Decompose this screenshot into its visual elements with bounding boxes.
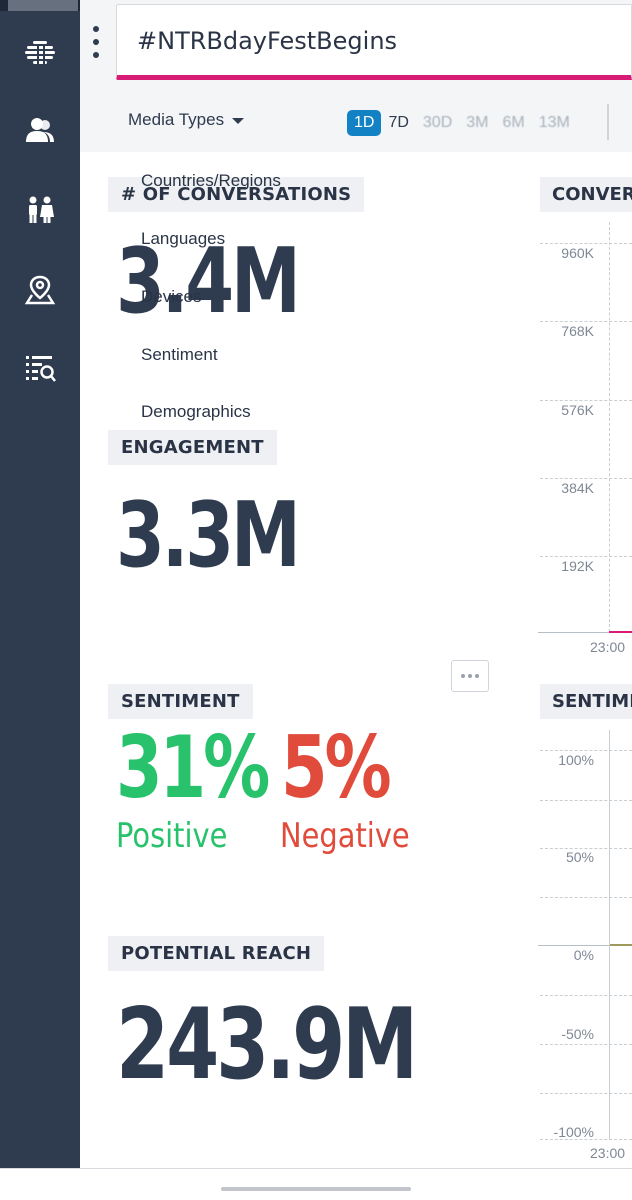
positive-percent: 31%: [116, 718, 270, 818]
range-30d[interactable]: 30D: [422, 114, 453, 131]
potential-reach-value: 243.9M: [116, 988, 418, 1102]
y-tick: 100%: [558, 752, 594, 768]
engagement-label: ENGAGEMENT: [108, 430, 277, 465]
range-7d[interactable]: 7D: [388, 114, 409, 131]
people-icon[interactable]: [20, 190, 60, 230]
sentiment-chart-title: SENTIMENT: [540, 684, 632, 719]
positive-label: Positive: [116, 816, 228, 856]
menu-item-demographics[interactable]: Demographics: [141, 402, 251, 421]
negative-label: Negative: [280, 816, 410, 856]
search-query-box[interactable]: #NTRBdayFestBegins: [116, 4, 632, 80]
y-tick: 192K: [561, 558, 594, 574]
range-1d[interactable]: 1D: [347, 110, 382, 136]
x-axis: [538, 632, 632, 633]
home-indicator[interactable]: [221, 1187, 411, 1191]
bottom-divider: [0, 1168, 632, 1169]
menu-item-countries[interactable]: Countries/Regions: [141, 171, 281, 190]
list-search-icon[interactable]: [20, 348, 60, 388]
series-line: [609, 944, 632, 946]
sidebar-top-strip: [0, 0, 80, 11]
y-tick: 0%: [573, 947, 594, 963]
y-tick: 50%: [565, 849, 594, 865]
range-13m[interactable]: 13M: [538, 114, 570, 131]
range-6m[interactable]: 6M: [502, 114, 525, 131]
menu-item-languages[interactable]: Languages: [141, 229, 226, 248]
engagement-value: 3.3M: [116, 483, 301, 588]
media-types-label: Media Types: [128, 110, 225, 129]
sidebar: [0, 0, 80, 1168]
y-tick: 960K: [561, 245, 594, 261]
conversations-chart-title: CONVERSATIONS: [540, 177, 632, 212]
logo-icon[interactable]: [20, 32, 60, 72]
caret-down-icon: [232, 118, 245, 124]
series-line: [609, 631, 632, 633]
y-tick: 384K: [561, 480, 594, 496]
more-options-icon[interactable]: [90, 26, 102, 58]
map-pin-icon[interactable]: [20, 270, 60, 310]
y-tick: 576K: [561, 402, 594, 418]
header-divider: [607, 104, 609, 140]
x-tick: 23:00: [590, 639, 626, 655]
user-icon[interactable]: [20, 110, 60, 150]
more-button[interactable]: [451, 660, 489, 692]
media-types-dropdown[interactable]: Media Types: [128, 110, 245, 130]
range-3m[interactable]: 3M: [466, 114, 489, 131]
search-query-text: #NTRBdayFestBegins: [137, 27, 398, 55]
sentiment-label: SENTIMENT: [108, 684, 253, 719]
zero-line: [538, 945, 632, 946]
conversations-label: # OF CONVERSATIONS: [108, 177, 365, 212]
negative-percent: 5%: [281, 718, 392, 818]
y-tick: 768K: [561, 323, 594, 339]
menu-item-sentiment[interactable]: Sentiment: [141, 345, 218, 364]
potential-reach-label: POTENTIAL REACH: [108, 936, 325, 971]
time-range-selector: 1D 7D 30D 3M 6M 13M: [347, 110, 577, 136]
y-tick: -100%: [553, 1124, 594, 1140]
x-tick: 23:00: [590, 1145, 626, 1161]
y-axis: [609, 730, 610, 1140]
y-tick: -50%: [561, 1026, 594, 1042]
conversations-value: 3.4M: [116, 229, 301, 334]
menu-item-devices[interactable]: Devices: [141, 287, 202, 306]
